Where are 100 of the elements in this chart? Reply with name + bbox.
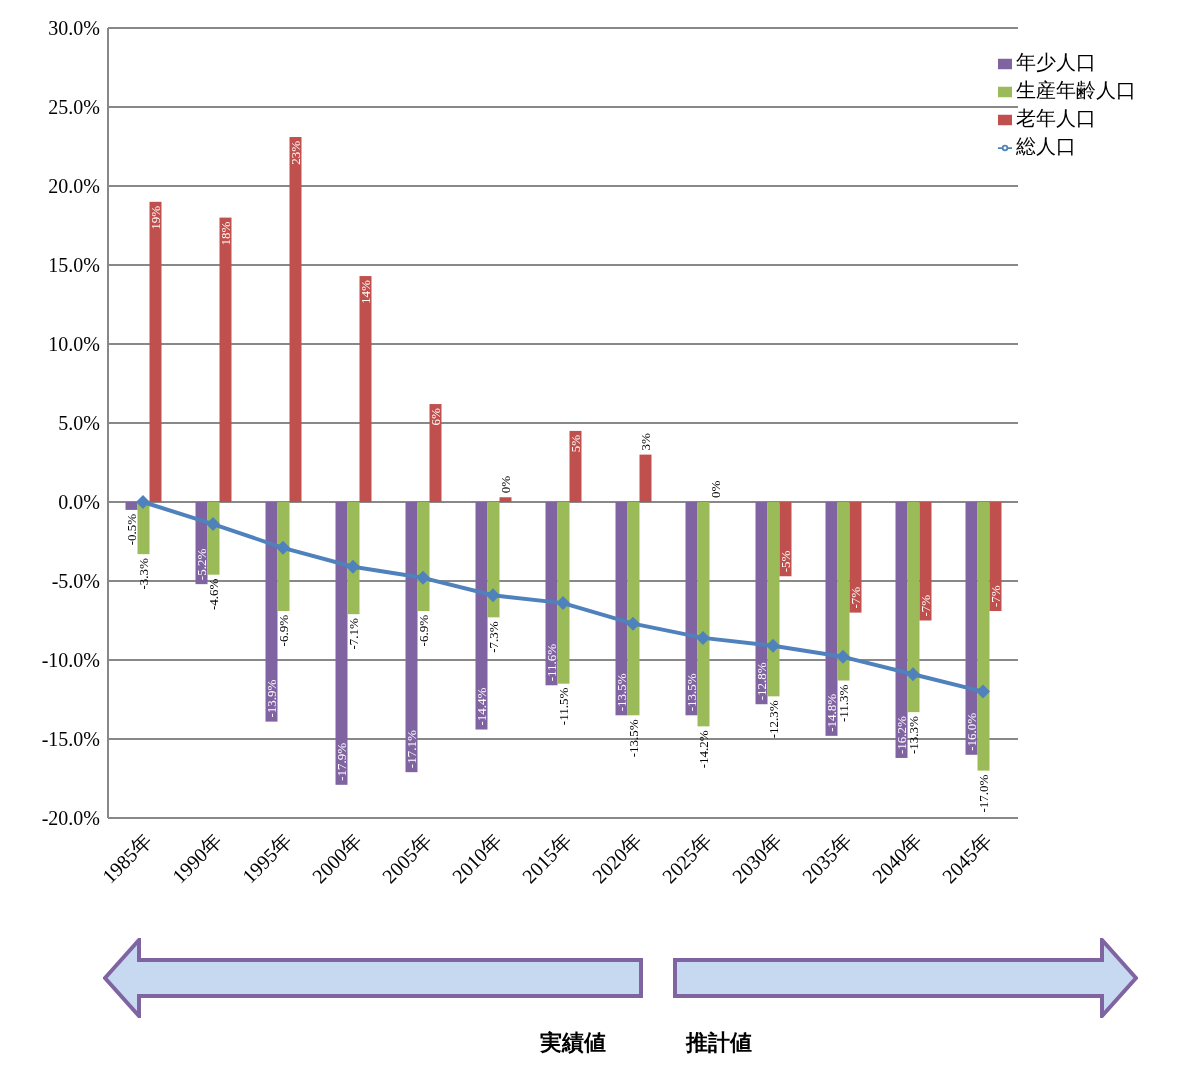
point — [206, 517, 220, 532]
data-label: -14.8% — [824, 693, 839, 732]
data-label: -0.5% — [124, 513, 139, 546]
bar — [837, 502, 850, 681]
y-tick-label: 0.0% — [58, 491, 100, 514]
bar — [977, 502, 990, 771]
data-label: -13.5% — [684, 673, 699, 712]
bar — [499, 497, 512, 502]
bar — [125, 502, 138, 510]
y-tick-label: -5.0% — [51, 570, 100, 593]
point — [346, 559, 360, 574]
bar — [417, 502, 430, 612]
y-tick-label: 10.0% — [48, 333, 100, 356]
y-tick-label: -20.0% — [41, 807, 100, 830]
legend-label: 総人口 — [1016, 135, 1076, 157]
data-label: -7.1% — [346, 618, 361, 650]
bar — [569, 430, 582, 502]
point — [976, 684, 990, 699]
y-tick-label: -10.0% — [41, 649, 100, 672]
point — [906, 667, 920, 682]
data-label: 6% — [428, 407, 443, 426]
point — [416, 570, 430, 585]
bar — [685, 502, 698, 716]
text: 実績値 — [540, 1029, 606, 1057]
data-label: -6.9% — [276, 614, 291, 647]
data-label: 0% — [708, 480, 723, 498]
bar — [347, 502, 360, 615]
bar — [335, 502, 348, 785]
bar — [405, 502, 418, 773]
bar — [907, 502, 920, 713]
data-label: 3% — [638, 433, 653, 451]
data-label: -13.9% — [264, 679, 279, 718]
bar — [919, 502, 932, 621]
data-label: 0% — [498, 475, 513, 494]
data-label: -5% — [778, 550, 793, 573]
y-tick-label: 5.0% — [58, 412, 100, 435]
data-label: -16.0% — [964, 712, 979, 751]
point — [766, 638, 780, 653]
bar — [639, 454, 652, 502]
y-tick-label: 20.0% — [48, 175, 100, 198]
data-label: -7% — [988, 585, 1003, 608]
data-label: -11.3% — [836, 684, 851, 722]
y-tick-label: 15.0% — [48, 254, 100, 277]
data-label: -13.3% — [906, 715, 921, 755]
bar — [779, 502, 792, 577]
data-label: -7% — [918, 594, 933, 617]
data-label: -12.3% — [766, 700, 781, 739]
bar — [429, 404, 442, 502]
bar — [137, 502, 150, 555]
bar — [557, 502, 570, 684]
bar — [277, 502, 290, 612]
data-label: -16.2% — [894, 715, 909, 754]
data-label: -7.3% — [486, 621, 501, 653]
bar — [219, 217, 232, 502]
bar — [545, 502, 558, 686]
x-tick-label: 1990年 — [167, 829, 226, 888]
y-tick-label: 25.0% — [48, 96, 100, 119]
bar — [697, 502, 710, 727]
data-label: -14.2% — [696, 730, 711, 769]
data-label: -6.9% — [416, 614, 431, 647]
bar — [767, 502, 780, 697]
data-label: -7% — [848, 586, 863, 609]
bar — [615, 502, 628, 716]
point — [696, 630, 710, 645]
data-label: 5% — [568, 434, 583, 453]
data-label: -17.9% — [334, 742, 349, 781]
bar — [487, 502, 500, 618]
legend-label: 老年人口 — [1016, 107, 1096, 129]
point — [136, 495, 150, 509]
point — [486, 588, 500, 603]
legend-label: 年少人口 — [1016, 51, 1096, 73]
data-label: 23% — [288, 140, 303, 165]
data-label: -4.6% — [206, 578, 221, 611]
data-label: -3.3% — [136, 557, 151, 590]
bar — [149, 201, 162, 502]
bar — [825, 502, 838, 736]
point — [276, 540, 290, 555]
legend-label: 生産年齢人口 — [1016, 79, 1136, 101]
bar — [359, 276, 372, 502]
data-label: 14% — [358, 279, 373, 304]
y-tick-label: -15.0% — [41, 728, 100, 751]
data-label: -11.5% — [556, 687, 571, 726]
data-label: -14.4% — [474, 687, 489, 726]
point — [626, 616, 640, 631]
data-label: 19% — [148, 205, 163, 230]
text: 推計値 — [686, 1029, 752, 1057]
bar — [895, 502, 908, 758]
data-label: -17.0% — [976, 774, 991, 813]
bar — [755, 502, 768, 705]
data-label: -13.5% — [614, 673, 629, 712]
data-label: -17.1% — [404, 730, 419, 769]
bar — [627, 502, 640, 716]
bar — [265, 502, 278, 722]
data-label: 18% — [218, 221, 233, 246]
data-label: -12.8% — [754, 662, 769, 701]
data-label: -5.2% — [194, 548, 209, 581]
y-tick-label: 30.0% — [48, 17, 100, 40]
bar — [849, 502, 862, 613]
data-label: -11.6% — [544, 643, 559, 682]
point — [556, 596, 570, 611]
